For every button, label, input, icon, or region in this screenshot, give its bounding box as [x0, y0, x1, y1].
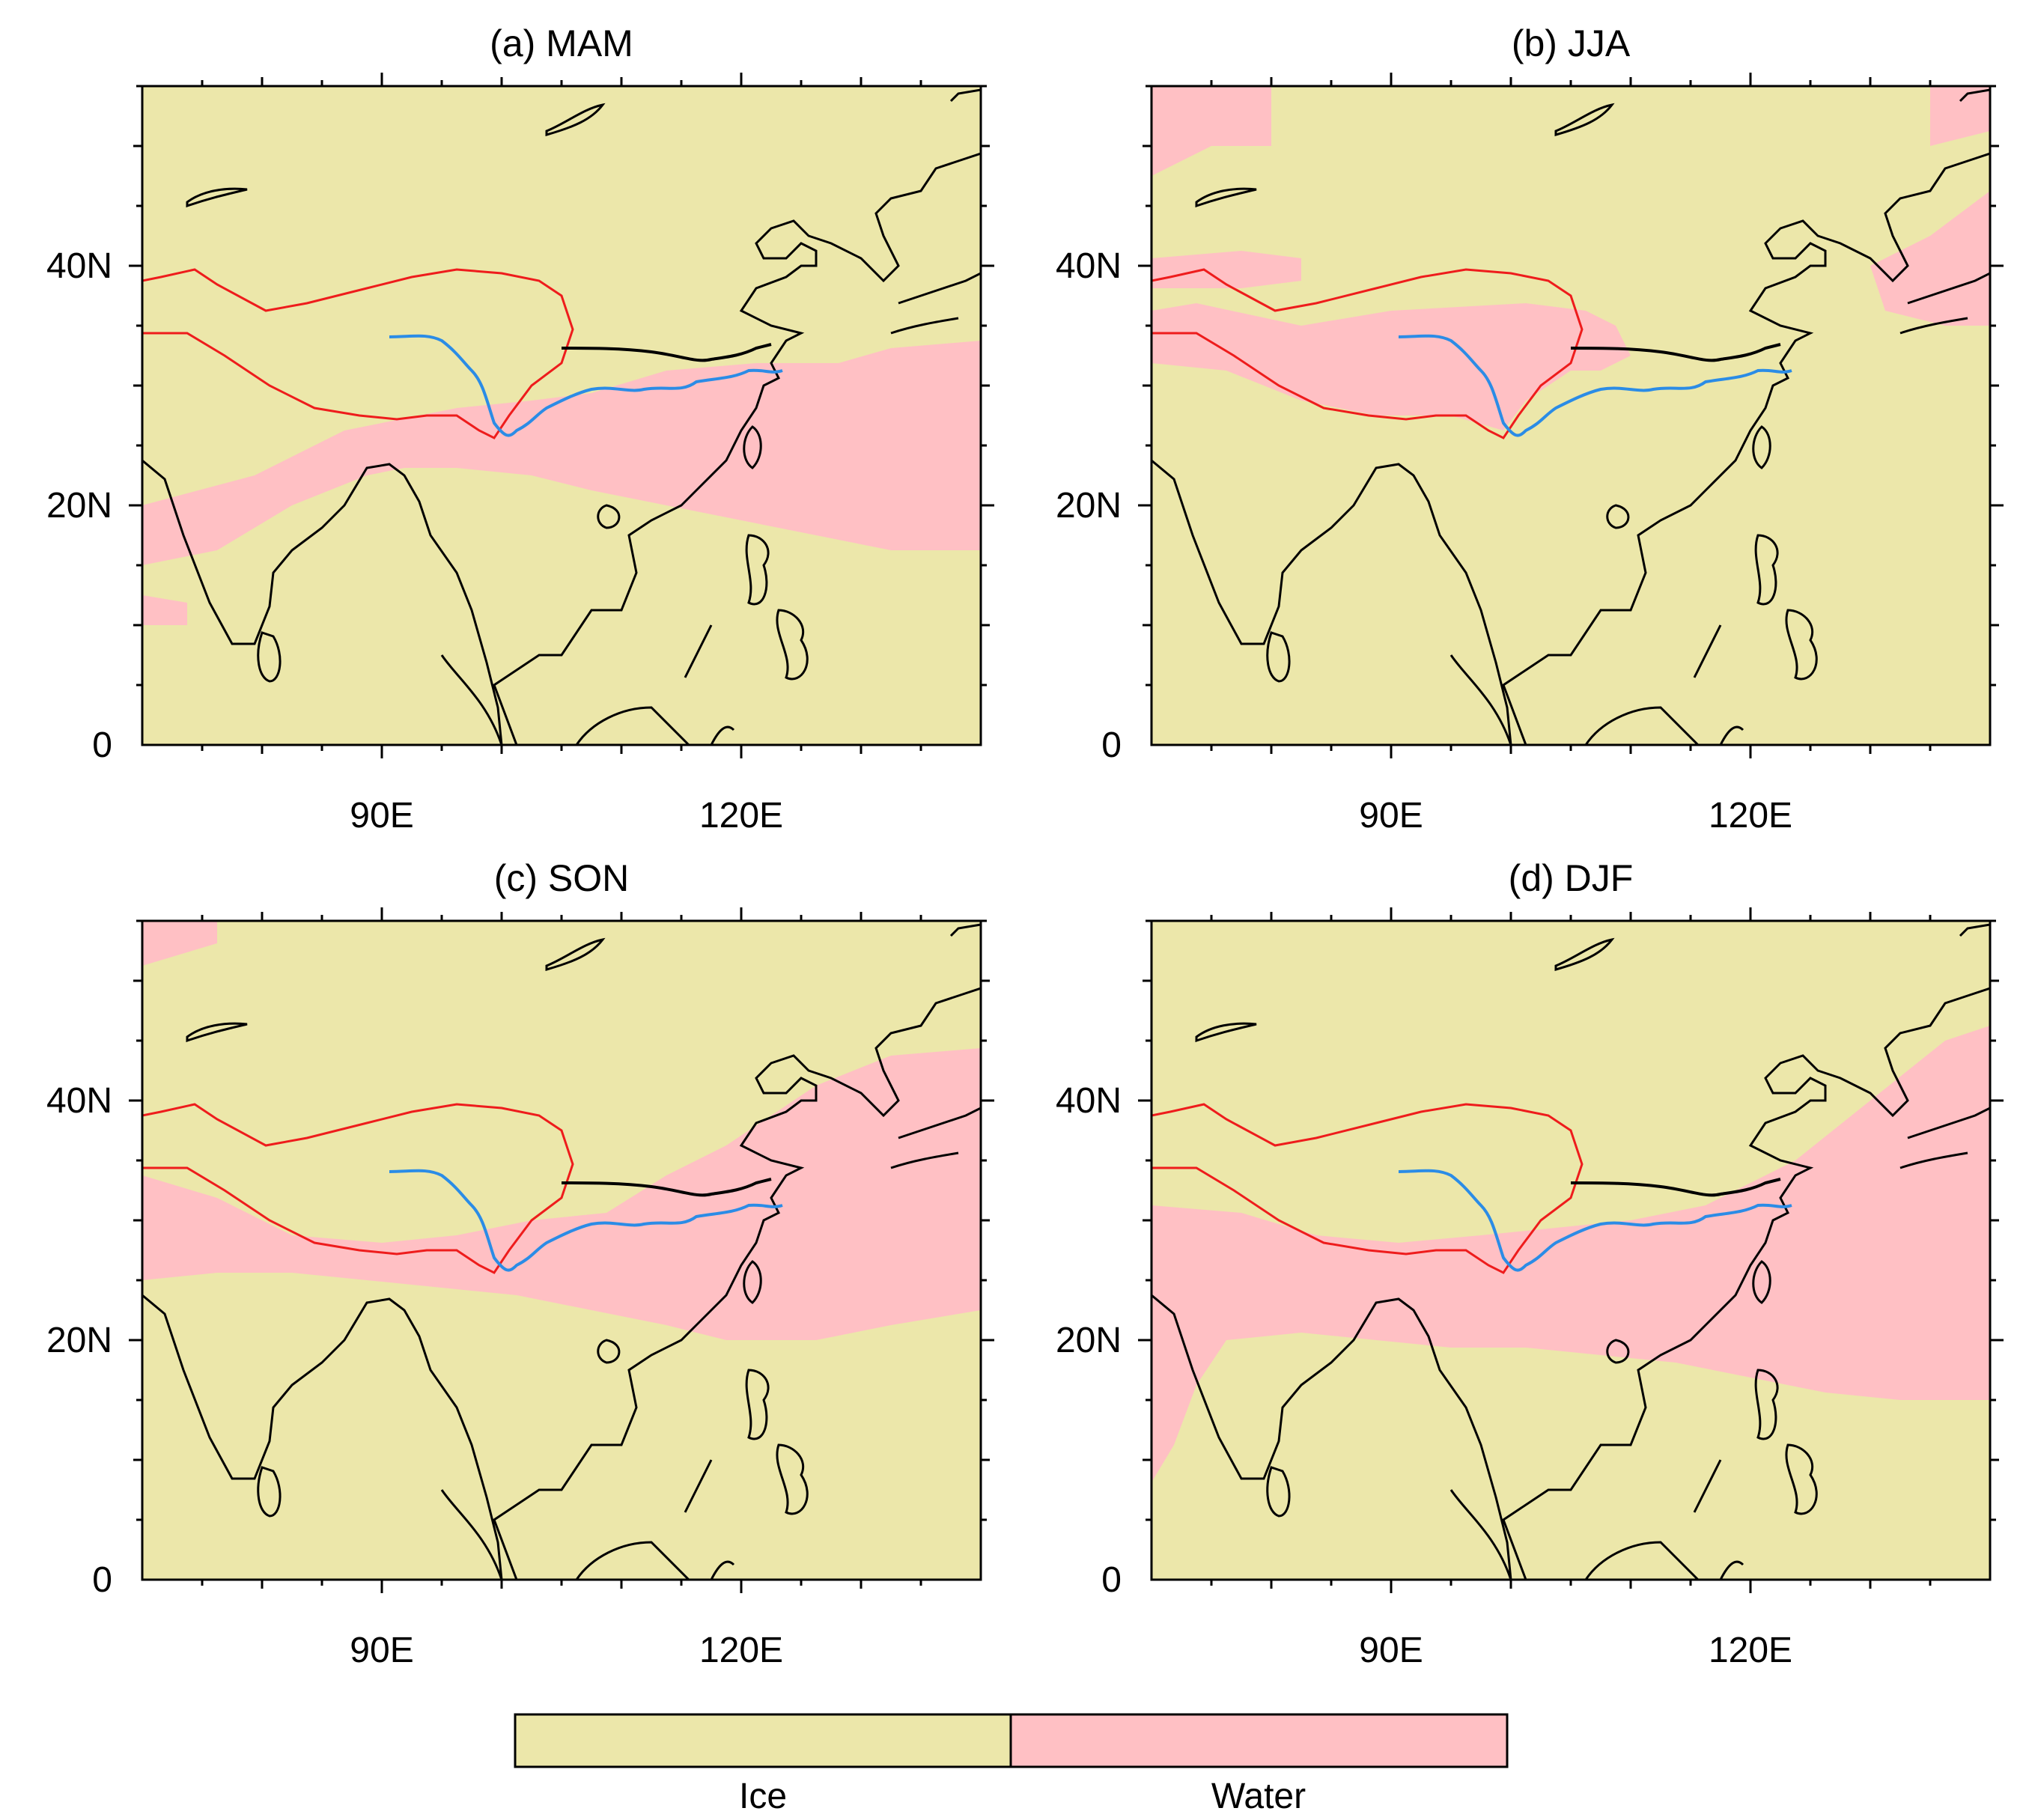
- y-tick-label-40N: 40N: [1056, 1081, 1122, 1121]
- y-tick-label-20N: 20N: [1056, 486, 1122, 526]
- x-tick-label-120E: 120E: [699, 1631, 783, 1670]
- water-region-0: [1152, 1026, 1990, 1482]
- ice-background: [1152, 86, 1990, 745]
- y-tick-label-20N: 20N: [1056, 1321, 1122, 1360]
- panel-title-djf: (d) DJF: [1509, 857, 1634, 899]
- y-tick-label-0: 0: [1101, 725, 1122, 765]
- panel-mam: (a) MAM 90E 120E 0 20N 40N: [46, 22, 994, 836]
- legend-swatch-water: [1009, 1713, 1509, 1768]
- map-area-mam: [142, 86, 981, 745]
- water-region-1: [1152, 303, 1631, 430]
- panel-son: (c) SON 90E 120E 0 20N 40N: [46, 857, 994, 1670]
- x-tick-label-120E: 120E: [1709, 796, 1792, 836]
- legend: Ice Water: [514, 1713, 1509, 1816]
- y-tick-label-40N: 40N: [1056, 246, 1122, 286]
- y-tick-label-40N: 40N: [46, 246, 112, 286]
- y-tick-label-0: 0: [92, 725, 112, 765]
- water-region-1: [142, 921, 217, 966]
- water-region-3: [1152, 86, 1271, 176]
- map-area-djf: [1152, 921, 1990, 1580]
- x-tick-label-90E: 90E: [350, 796, 413, 836]
- x-tick-label-120E: 120E: [1709, 1631, 1792, 1670]
- x-tick-label-90E: 90E: [350, 1631, 413, 1670]
- water-region-0: [142, 1048, 981, 1340]
- legend-swatch-ice: [514, 1713, 1012, 1768]
- y-tick-label-20N: 20N: [46, 1321, 112, 1360]
- water-region-1: [142, 595, 187, 625]
- x-tick-label-90E: 90E: [1359, 1631, 1423, 1670]
- panel-jja: (b) JJA 90E 120E 0 20N 40N: [1056, 22, 2004, 836]
- panel-title-mam: (a) MAM: [490, 22, 633, 64]
- water-region-2: [1870, 191, 1990, 326]
- y-tick-label-0: 0: [92, 1560, 112, 1600]
- water-region-0: [1152, 251, 1301, 288]
- x-tick-label-120E: 120E: [699, 796, 783, 836]
- panel-title-jja: (b) JJA: [1512, 22, 1631, 64]
- y-tick-label-20N: 20N: [46, 486, 112, 526]
- map-area-jja: [1152, 86, 1990, 745]
- water-region-0: [142, 341, 981, 565]
- water-region-4: [1930, 86, 1990, 146]
- legend-label-water: Water: [1211, 1777, 1306, 1816]
- y-tick-label-40N: 40N: [46, 1081, 112, 1121]
- panel-djf: (d) DJF 90E 120E 0 20N 40N: [1056, 857, 2004, 1670]
- x-tick-label-90E: 90E: [1359, 796, 1423, 836]
- panel-title-son: (c) SON: [494, 857, 630, 899]
- legend-label-ice: Ice: [739, 1777, 787, 1816]
- map-area-son: [142, 921, 981, 1580]
- y-tick-label-0: 0: [1101, 1560, 1122, 1600]
